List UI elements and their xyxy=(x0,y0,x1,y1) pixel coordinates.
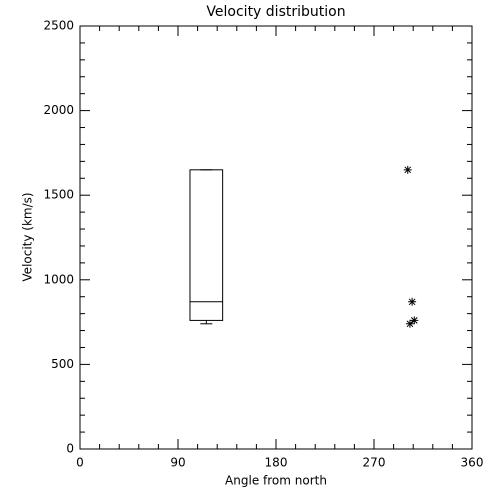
x-axis-label: Angle from north xyxy=(225,474,327,488)
y-tick-label: 2500 xyxy=(43,19,74,33)
chart-title: Velocity distribution xyxy=(206,4,345,20)
point xyxy=(403,165,412,174)
x-tick-label: 180 xyxy=(265,456,288,470)
point xyxy=(410,316,419,325)
x-tick-label: 360 xyxy=(461,456,484,470)
plot-frame xyxy=(79,25,473,450)
point xyxy=(408,297,417,306)
x-tick-label: 0 xyxy=(76,456,84,470)
y-tick-label: 0 xyxy=(66,442,74,456)
x-tick-label: 90 xyxy=(170,456,185,470)
box xyxy=(189,169,224,321)
y-tick-label: 1500 xyxy=(43,188,74,202)
y-tick-label: 1000 xyxy=(43,272,74,286)
y-tick-label: 2000 xyxy=(43,103,74,117)
y-axis-label: Velocity (km/s) xyxy=(21,192,35,281)
y-tick-label: 500 xyxy=(51,357,74,371)
point xyxy=(405,319,414,328)
x-tick-label: 270 xyxy=(363,456,386,470)
